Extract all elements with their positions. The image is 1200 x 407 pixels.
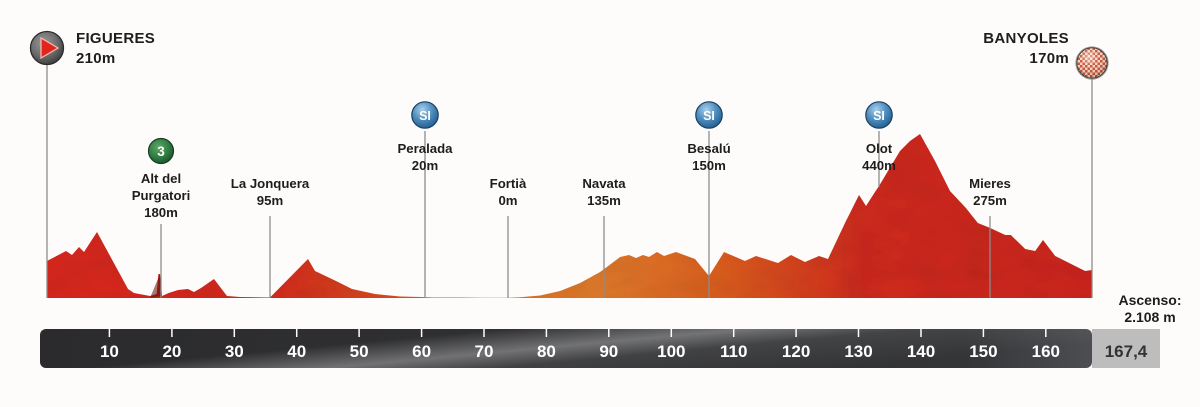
svg-text:2.108 m: 2.108 m: [1124, 309, 1175, 325]
svg-text:40: 40: [287, 342, 306, 361]
svg-text:440m: 440m: [862, 158, 896, 173]
svg-text:Fortià: Fortià: [490, 176, 527, 191]
svg-text:110: 110: [720, 342, 747, 361]
svg-text:SI: SI: [419, 109, 431, 123]
svg-text:150m: 150m: [692, 158, 726, 173]
svg-text:Olot: Olot: [866, 141, 893, 156]
svg-text:0m: 0m: [498, 193, 517, 208]
svg-text:La Jonquera: La Jonquera: [231, 176, 310, 191]
svg-text:Mieres: Mieres: [969, 176, 1011, 191]
svg-text:3: 3: [157, 144, 165, 159]
svg-text:167,4: 167,4: [1105, 342, 1148, 361]
svg-text:10: 10: [100, 342, 119, 361]
svg-text:Purgatori: Purgatori: [132, 188, 191, 203]
svg-text:SI: SI: [873, 109, 885, 123]
svg-text:120: 120: [782, 342, 810, 361]
svg-text:80: 80: [537, 342, 556, 361]
svg-text:140: 140: [907, 342, 935, 361]
svg-text:95m: 95m: [257, 193, 283, 208]
svg-text:70: 70: [475, 342, 494, 361]
svg-text:170m: 170m: [1029, 50, 1069, 67]
svg-text:60: 60: [412, 342, 431, 361]
svg-text:100: 100: [657, 342, 685, 361]
svg-text:20m: 20m: [412, 158, 438, 173]
svg-text:90: 90: [599, 342, 618, 361]
svg-text:BANYOLES: BANYOLES: [983, 30, 1069, 47]
svg-text:210m: 210m: [76, 50, 116, 67]
svg-text:30: 30: [225, 342, 244, 361]
svg-text:Ascenso:: Ascenso:: [1118, 292, 1181, 308]
svg-text:Navata: Navata: [582, 176, 626, 191]
svg-text:160: 160: [1032, 342, 1060, 361]
svg-text:Besalú: Besalú: [687, 141, 730, 156]
svg-text:130: 130: [844, 342, 872, 361]
svg-text:Peralada: Peralada: [398, 141, 454, 156]
svg-text:50: 50: [350, 342, 369, 361]
svg-text:275m: 275m: [973, 193, 1007, 208]
svg-text:20: 20: [162, 342, 181, 361]
svg-text:135m: 135m: [587, 193, 621, 208]
svg-text:150: 150: [969, 342, 997, 361]
svg-text:SI: SI: [703, 109, 715, 123]
svg-text:180m: 180m: [144, 205, 178, 220]
svg-text:FIGUERES: FIGUERES: [76, 30, 155, 47]
svg-text:Alt del: Alt del: [141, 171, 181, 186]
